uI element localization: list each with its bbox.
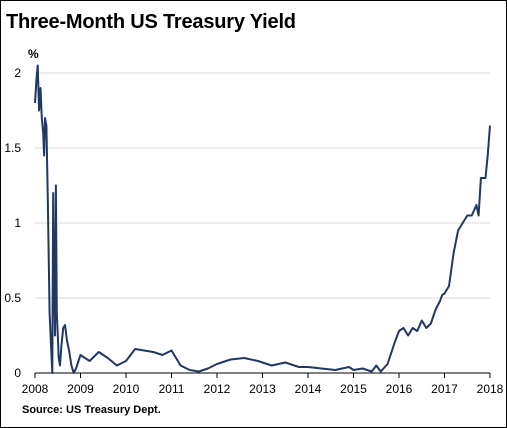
y-tick-label: 1.5	[4, 141, 21, 155]
chart-title: Three-Month US Treasury Yield	[6, 11, 296, 33]
y-tick-label: 0.5	[4, 291, 21, 305]
x-tick-label: 2018	[477, 382, 504, 396]
y-unit-label: %	[28, 47, 39, 61]
x-tick-label: 2014	[295, 382, 322, 396]
x-tick-labels: 2008 2009 2010 2011 2012 2013 2014 2015 2016 2017…	[22, 382, 504, 396]
gridlines	[35, 72, 490, 299]
x-tick-label: 2015	[340, 382, 367, 396]
y-tick-label: 1	[14, 216, 21, 230]
x-tick-label: 2011	[159, 382, 185, 396]
x-tick-label: 2012	[204, 382, 231, 396]
x-tick-label: 2016	[386, 382, 413, 396]
x-tick-label: 2009	[67, 382, 94, 396]
x-tick-label: 2017	[431, 382, 458, 396]
source-note: Source: US Treasury Dept.	[22, 404, 161, 416]
axes	[34, 372, 491, 378]
x-tick-label: 2010	[113, 382, 140, 396]
x-tick-label: 2008	[22, 382, 49, 396]
y-tick-label: 0	[14, 366, 21, 380]
x-tick-label: 2013	[249, 382, 276, 396]
y-tick-label: 2	[14, 66, 21, 80]
y-tick-labels: 0 0.5 1 1.5 2	[4, 66, 21, 380]
yield-series-line	[34, 64, 491, 374]
